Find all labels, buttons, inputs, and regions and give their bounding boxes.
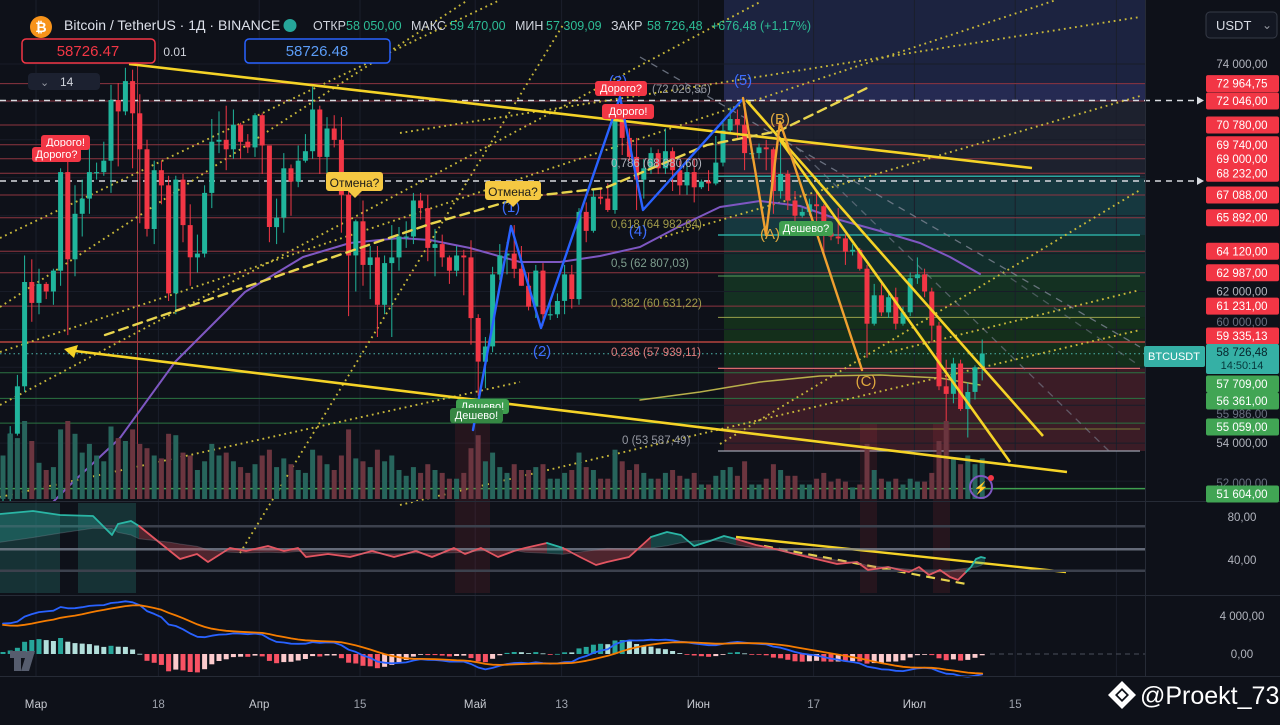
- svg-text:55 059,00: 55 059,00: [1216, 422, 1267, 434]
- svg-text:64 120,00: 64 120,00: [1216, 246, 1267, 258]
- svg-text:69 740,00: 69 740,00: [1216, 140, 1267, 152]
- svg-text:Отмена?: Отмена?: [488, 185, 538, 199]
- svg-text:(B): (B): [770, 111, 790, 128]
- svg-text:4 000,00: 4 000,00: [1220, 611, 1265, 623]
- svg-text:(4): (4): [629, 223, 647, 240]
- svg-text:⌄: ⌄: [1262, 18, 1272, 32]
- svg-text:⌄: ⌄: [40, 77, 49, 89]
- svg-text:0,5 (62 807,03): 0,5 (62 807,03): [611, 258, 689, 270]
- svg-text:65 892,00: 65 892,00: [1216, 213, 1267, 225]
- svg-text:62 000,00: 62 000,00: [1216, 287, 1267, 299]
- svg-text:ОТКР: ОТКР: [313, 19, 346, 33]
- svg-text:Дешево?: Дешево?: [783, 223, 829, 235]
- svg-text:51 604,00: 51 604,00: [1216, 489, 1267, 501]
- svg-text:58 050,00: 58 050,00: [346, 19, 402, 33]
- svg-text:@Proekt_73: @Proekt_73: [1140, 682, 1279, 710]
- svg-text:Дорого?: Дорого?: [36, 149, 78, 161]
- svg-text:59 470,00: 59 470,00: [450, 19, 506, 33]
- svg-text:15: 15: [354, 699, 367, 711]
- svg-text:ЗАКР: ЗАКР: [611, 19, 643, 33]
- svg-text:14:50:14: 14:50:14: [1221, 360, 1264, 372]
- svg-text:Отмена?: Отмена?: [330, 176, 380, 190]
- svg-text:58 726,48: 58 726,48: [647, 19, 703, 33]
- svg-text:(2): (2): [533, 343, 551, 360]
- svg-text:BTCUSDT: BTCUSDT: [1148, 351, 1200, 363]
- svg-text:70 780,00: 70 780,00: [1216, 120, 1267, 132]
- svg-text:57 309,09: 57 309,09: [546, 19, 602, 33]
- svg-text:68 232,00: 68 232,00: [1216, 168, 1267, 180]
- svg-text:58726.47: 58726.47: [57, 43, 120, 60]
- svg-text:USDT: USDT: [1216, 18, 1251, 33]
- svg-text:Апр: Апр: [249, 699, 269, 711]
- svg-text:14: 14: [60, 75, 74, 89]
- svg-text:72 964,75: 72 964,75: [1216, 79, 1267, 91]
- svg-text:18: 18: [152, 699, 165, 711]
- svg-text:+676,48 (+1,17%): +676,48 (+1,17%): [711, 19, 811, 33]
- svg-text:0,236 (57 939,11): 0,236 (57 939,11): [611, 347, 701, 359]
- svg-text:74 000,00: 74 000,00: [1216, 59, 1267, 71]
- svg-text:58726.48: 58726.48: [286, 43, 349, 60]
- svg-text:57 709,00: 57 709,00: [1216, 379, 1267, 391]
- svg-text:Май: Май: [464, 699, 487, 711]
- svg-text:МИН: МИН: [515, 19, 543, 33]
- svg-text:(5): (5): [734, 72, 752, 89]
- svg-text:13: 13: [555, 699, 568, 711]
- svg-text:80,00: 80,00: [1228, 512, 1257, 524]
- svg-text:(C): (C): [856, 373, 877, 390]
- svg-text:15: 15: [1009, 699, 1022, 711]
- svg-text:₿: ₿: [35, 19, 46, 35]
- svg-text:40,00: 40,00: [1228, 555, 1257, 567]
- svg-text:Bitcoin / TetherUS · 1Д · BINA: Bitcoin / TetherUS · 1Д · BINANCE: [64, 17, 280, 33]
- svg-text:Дорого?: Дорого?: [600, 83, 642, 95]
- svg-text:59 335,13: 59 335,13: [1216, 331, 1267, 343]
- svg-text:58 726,48: 58 726,48: [1216, 347, 1267, 359]
- svg-text:67 088,00: 67 088,00: [1216, 190, 1267, 202]
- svg-text:0,00: 0,00: [1231, 649, 1253, 661]
- svg-text:54 000,00: 54 000,00: [1216, 438, 1267, 450]
- svg-text:0.01: 0.01: [163, 45, 187, 59]
- svg-text:0 (53 587,49): 0 (53 587,49): [622, 435, 691, 447]
- svg-text:Дорого!: Дорого!: [46, 137, 85, 149]
- svg-text:0,786 (68 080,60): 0,786 (68 080,60): [611, 158, 702, 170]
- svg-text:61 231,00: 61 231,00: [1216, 301, 1267, 313]
- svg-text:Июл: Июл: [903, 699, 926, 711]
- svg-text:Мар: Мар: [25, 699, 48, 711]
- svg-text:⚡: ⚡: [974, 481, 989, 495]
- svg-text:(А): (А): [760, 226, 780, 243]
- svg-text:(72 026,56): (72 026,56): [652, 84, 711, 96]
- svg-text:62 987,00: 62 987,00: [1216, 268, 1267, 280]
- svg-text:Дорого!: Дорого!: [609, 106, 648, 118]
- svg-text:56 361,00: 56 361,00: [1216, 396, 1267, 408]
- svg-text:60 000,00: 60 000,00: [1216, 317, 1267, 329]
- svg-text:72 046,00: 72 046,00: [1216, 96, 1267, 108]
- svg-text:0,382 (60 631,22): 0,382 (60 631,22): [611, 298, 702, 310]
- svg-text:69 000,00: 69 000,00: [1216, 154, 1267, 166]
- svg-text:Дешево!: Дешево!: [455, 410, 498, 422]
- svg-text:МАКС: МАКС: [411, 19, 446, 33]
- svg-text:17: 17: [807, 699, 820, 711]
- svg-text:Июн: Июн: [687, 699, 710, 711]
- svg-text:55 986,00: 55 986,00: [1216, 409, 1267, 421]
- svg-text:0,618 (64 982,84): 0,618 (64 982,84): [611, 219, 702, 231]
